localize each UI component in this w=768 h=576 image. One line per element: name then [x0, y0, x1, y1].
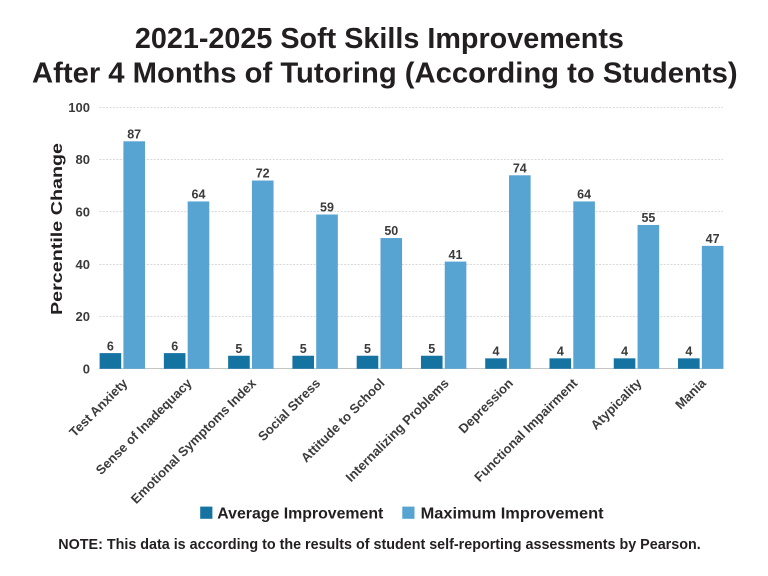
svg-text:After 4 Months of Tutoring (Ac: After 4 Months of Tutoring (According to…	[32, 58, 738, 90]
svg-text:55: 55	[641, 211, 655, 225]
svg-text:4: 4	[685, 345, 692, 359]
svg-text:87: 87	[127, 128, 141, 142]
svg-text:4: 4	[621, 345, 628, 359]
svg-text:74: 74	[513, 162, 527, 176]
svg-text:0: 0	[83, 361, 90, 376]
svg-text:5: 5	[235, 342, 242, 356]
svg-text:Average Improvement: Average Improvement	[217, 505, 383, 522]
svg-text:5: 5	[428, 342, 435, 356]
svg-text:Maximum Improvement: Maximum Improvement	[421, 505, 604, 522]
svg-text:80: 80	[76, 152, 90, 167]
svg-text:72: 72	[256, 167, 270, 181]
svg-text:6: 6	[171, 339, 178, 353]
svg-text:NOTE: This data is according t: NOTE: This data is according to the resu…	[58, 536, 700, 553]
svg-text:60: 60	[76, 205, 90, 220]
svg-text:6: 6	[107, 339, 114, 353]
svg-text:5: 5	[300, 342, 307, 356]
svg-text:40: 40	[76, 257, 90, 272]
svg-text:64: 64	[577, 188, 591, 202]
svg-text:100: 100	[68, 100, 90, 115]
svg-text:4: 4	[557, 345, 564, 359]
svg-text:Percentile Change: Percentile Change	[49, 143, 66, 315]
svg-text:4: 4	[493, 345, 500, 359]
svg-text:50: 50	[384, 224, 398, 238]
svg-text:59: 59	[320, 201, 334, 215]
svg-text:20: 20	[76, 309, 90, 324]
svg-text:47: 47	[706, 232, 720, 246]
svg-text:41: 41	[449, 248, 463, 262]
svg-text:2021-2025 Soft Skills Improvem: 2021-2025 Soft Skills Improvements	[135, 23, 624, 55]
svg-text:5: 5	[364, 342, 371, 356]
svg-text:64: 64	[192, 188, 206, 202]
